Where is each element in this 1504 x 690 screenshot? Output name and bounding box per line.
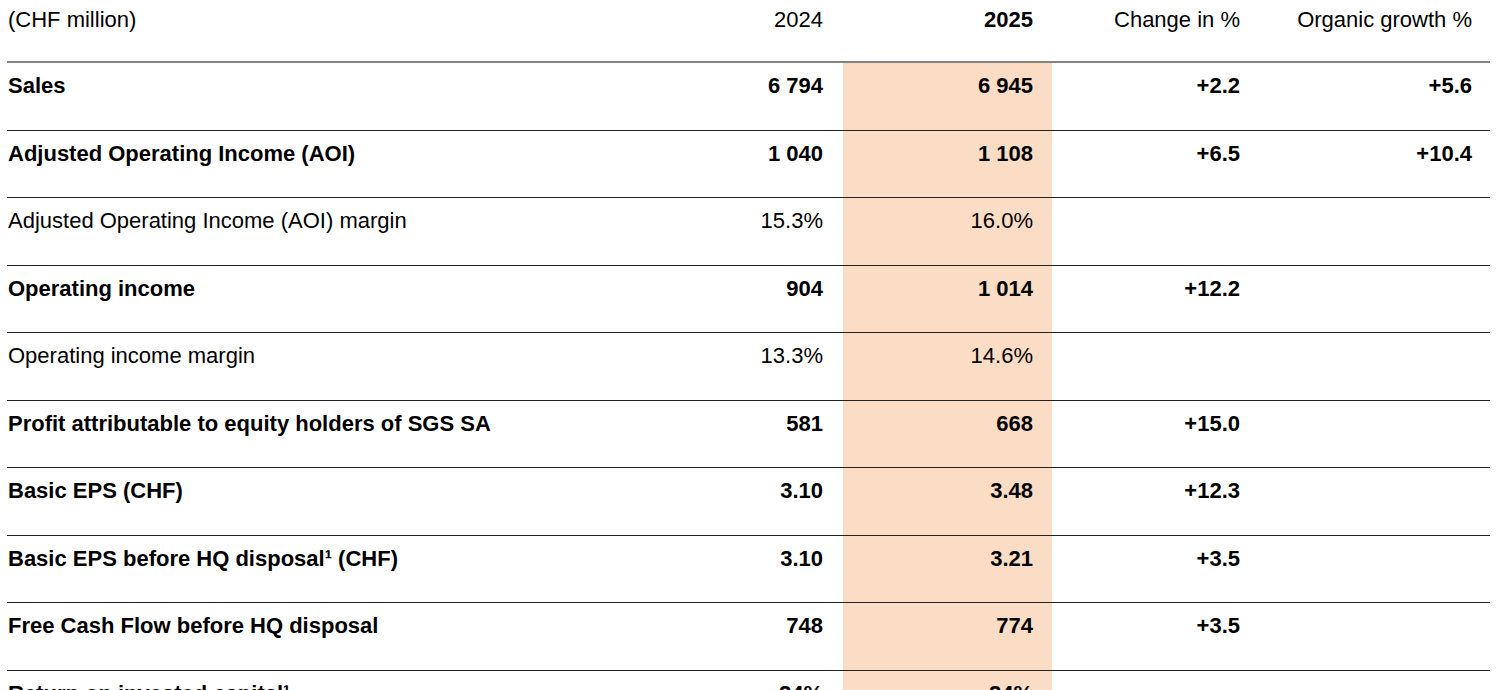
value-2024: 6 794	[600, 62, 843, 130]
table-header-row: (CHF million) 2024 2025 Change in % Orga…	[7, 0, 1490, 62]
value-change: +3.5	[1052, 535, 1260, 603]
row-label: Profit attributable to equity holders of…	[7, 400, 600, 468]
value-2025: 24%	[843, 670, 1052, 690]
row-label: Operating income	[7, 265, 600, 333]
value-organic: +10.4	[1260, 130, 1490, 198]
value-2025: 3.21	[843, 535, 1052, 603]
value-2025: 3.48	[843, 468, 1052, 536]
row-label: Return on invested capital¹	[7, 670, 600, 690]
row-label: Free Cash Flow before HQ disposal	[7, 603, 600, 671]
value-organic	[1260, 670, 1490, 690]
value-organic	[1260, 603, 1490, 671]
value-2025: 1 108	[843, 130, 1052, 198]
value-change: +12.2	[1052, 265, 1260, 333]
table-row-basic-eps-before-hq: Basic EPS before HQ disposal¹ (CHF) 3.10…	[7, 535, 1490, 603]
value-2025: 6 945	[843, 62, 1052, 130]
value-2025: 668	[843, 400, 1052, 468]
value-2024: 581	[600, 400, 843, 468]
value-2024: 15.3%	[600, 198, 843, 266]
row-label: Basic EPS before HQ disposal¹ (CHF)	[7, 535, 600, 603]
value-2025: 14.6%	[843, 333, 1052, 401]
value-2024: 3.10	[600, 468, 843, 536]
row-label: Adjusted Operating Income (AOI) margin	[7, 198, 600, 266]
col-header-2025: 2025	[843, 0, 1052, 62]
table-row-roic: Return on invested capital¹ 24% 24%	[7, 670, 1490, 690]
value-2025: 16.0%	[843, 198, 1052, 266]
table-row-profit: Profit attributable to equity holders of…	[7, 400, 1490, 468]
value-organic	[1260, 198, 1490, 266]
financial-results-table: (CHF million) 2024 2025 Change in % Orga…	[7, 0, 1490, 690]
value-organic	[1260, 468, 1490, 536]
value-2025: 1 014	[843, 265, 1052, 333]
value-2025: 774	[843, 603, 1052, 671]
table-row-aoi: Adjusted Operating Income (AOI) 1 040 1 …	[7, 130, 1490, 198]
col-header-change: Change in %	[1052, 0, 1260, 62]
table-row-sales: Sales 6 794 6 945 +2.2 +5.6	[7, 62, 1490, 130]
table-row-fcf: Free Cash Flow before HQ disposal 748 77…	[7, 603, 1490, 671]
value-organic	[1260, 333, 1490, 401]
value-2024: 3.10	[600, 535, 843, 603]
row-label: Basic EPS (CHF)	[7, 468, 600, 536]
value-2024: 904	[600, 265, 843, 333]
table-row-operating-income-margin: Operating income margin 13.3% 14.6%	[7, 333, 1490, 401]
row-label: Sales	[7, 62, 600, 130]
value-organic: +5.6	[1260, 62, 1490, 130]
value-change	[1052, 333, 1260, 401]
value-change	[1052, 198, 1260, 266]
value-2024: 24%	[600, 670, 843, 690]
col-header-2024: 2024	[600, 0, 843, 62]
value-change: +15.0	[1052, 400, 1260, 468]
row-label: Adjusted Operating Income (AOI)	[7, 130, 600, 198]
value-change: +3.5	[1052, 603, 1260, 671]
value-2024: 748	[600, 603, 843, 671]
value-change: +12.3	[1052, 468, 1260, 536]
table-row-aoi-margin: Adjusted Operating Income (AOI) margin 1…	[7, 198, 1490, 266]
unit-label: (CHF million)	[7, 0, 600, 62]
value-change	[1052, 670, 1260, 690]
row-label: Operating income margin	[7, 333, 600, 401]
value-2024: 13.3%	[600, 333, 843, 401]
value-organic	[1260, 535, 1490, 603]
value-change: +6.5	[1052, 130, 1260, 198]
table-row-operating-income: Operating income 904 1 014 +12.2	[7, 265, 1490, 333]
value-organic	[1260, 400, 1490, 468]
table-row-basic-eps: Basic EPS (CHF) 3.10 3.48 +12.3	[7, 468, 1490, 536]
value-2024: 1 040	[600, 130, 843, 198]
value-organic	[1260, 265, 1490, 333]
col-header-organic: Organic growth %	[1260, 0, 1490, 62]
value-change: +2.2	[1052, 62, 1260, 130]
